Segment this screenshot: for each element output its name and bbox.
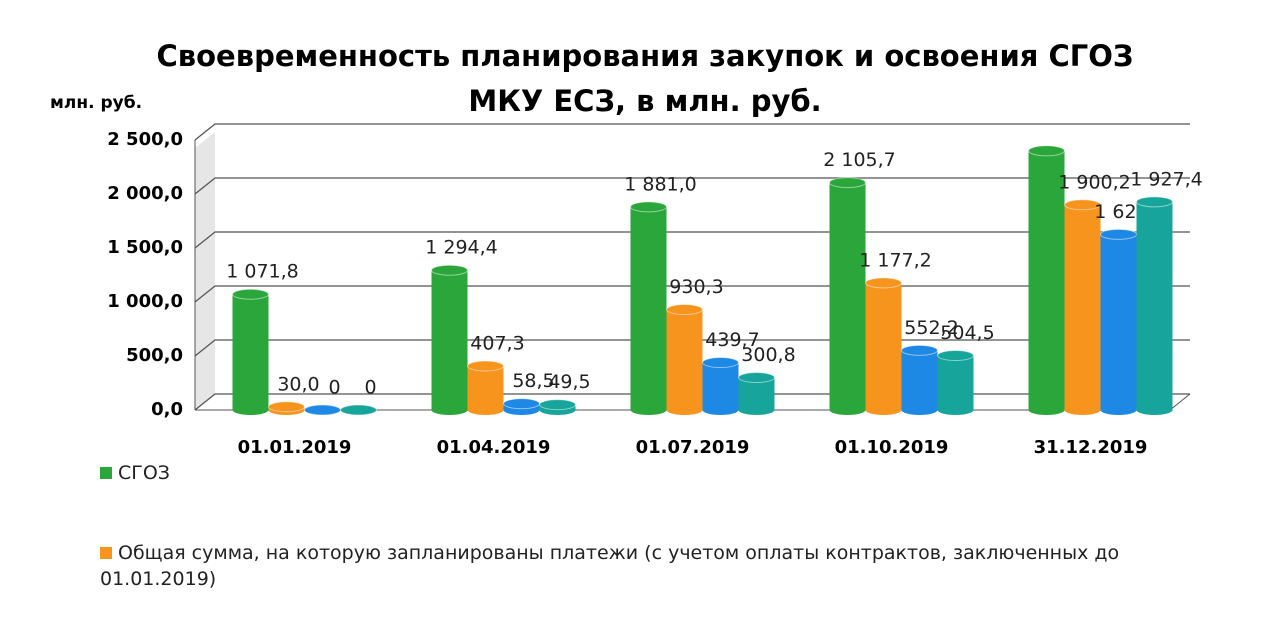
- bar: [1100, 234, 1137, 410]
- y-tick-label: 1 500,0: [107, 237, 183, 258]
- bar: [1064, 204, 1101, 410]
- data-label: 1 881,0: [624, 173, 697, 195]
- bar: [865, 282, 902, 410]
- bar-base: [702, 405, 739, 415]
- bar-cap: [503, 398, 540, 410]
- data-label: 0: [364, 377, 376, 399]
- bar-cap: [467, 360, 504, 372]
- bar: [1136, 201, 1173, 410]
- data-label: 504,5: [940, 322, 994, 344]
- bar-base: [431, 405, 468, 415]
- bar-base: [1064, 405, 1101, 415]
- data-label: 407,3: [470, 333, 524, 355]
- bar-base: [829, 405, 866, 415]
- bar-cap: [901, 344, 938, 356]
- data-label: 58,5: [512, 370, 554, 392]
- bar-cap: [829, 177, 866, 189]
- y-axis-label: млн. руб.: [50, 93, 142, 113]
- bar-cap: [702, 357, 739, 369]
- legend-swatch: [100, 547, 112, 559]
- bar-base: [738, 405, 775, 415]
- data-label: 30,0: [277, 373, 319, 395]
- x-tick-label: 01.01.2019: [238, 437, 352, 458]
- bar: [702, 362, 739, 410]
- bar: [901, 350, 938, 410]
- bar-cap: [865, 277, 902, 289]
- data-label: 439,7: [705, 329, 759, 351]
- bar: [666, 309, 703, 410]
- data-label: 552,2: [904, 317, 958, 339]
- bar-cap: [268, 401, 305, 413]
- y-tick-label: 2 500,0: [107, 129, 183, 150]
- bar: [431, 270, 468, 410]
- bar: [630, 206, 667, 410]
- bar: [937, 355, 974, 410]
- legend-label: Общая сумма, на которую запланированы пл…: [100, 542, 1120, 590]
- bar-cap: [1100, 228, 1137, 240]
- bar-cap: [738, 372, 775, 384]
- data-label: 49,5: [548, 371, 590, 393]
- back-wall: [195, 132, 215, 410]
- data-label: 1 071,8: [226, 261, 299, 283]
- bar-cap: [937, 350, 974, 362]
- bar: [829, 182, 866, 410]
- bar: [232, 294, 269, 410]
- legend-entry: Общая сумма, на которую запланированы пл…: [100, 540, 1230, 592]
- bar-cap: [1136, 196, 1173, 208]
- chart-title: МКУ ЕСЗ, в млн. руб.: [468, 84, 821, 118]
- bar-cap: [666, 304, 703, 316]
- y-tick-label: 500,0: [126, 345, 183, 366]
- bar-base: [901, 405, 938, 415]
- x-tick-label: 01.04.2019: [437, 437, 551, 458]
- bar-base: [865, 405, 902, 415]
- y-tick-label: 0,0: [151, 399, 183, 420]
- bar-cap: [232, 288, 269, 300]
- bar-base: [666, 405, 703, 415]
- bar-cap: [1064, 199, 1101, 211]
- data-label: 0: [328, 377, 340, 399]
- data-label: 2 105,7: [823, 149, 896, 171]
- data-label: 1 900,2: [1058, 171, 1131, 193]
- bar-cap: [539, 399, 576, 411]
- bar-base: [467, 405, 504, 415]
- data-label: 1 927,4: [1130, 168, 1203, 190]
- bar-cap: [630, 201, 667, 213]
- grid-line: [194, 177, 1190, 195]
- bar: [467, 366, 504, 410]
- chart-title: Своевременность планирования закупок и о…: [157, 39, 1134, 73]
- bar-base: [1136, 405, 1173, 415]
- bar-base: [630, 405, 667, 415]
- bar-base: [1028, 405, 1065, 415]
- bar-cap: [340, 404, 377, 416]
- grid-line: [194, 123, 1190, 141]
- data-label: 1 177,2: [859, 249, 932, 271]
- legend-swatch: [100, 467, 112, 479]
- legend-label: СГОЗ: [118, 462, 170, 484]
- bar-cap: [304, 404, 341, 416]
- bar-cap: [1028, 145, 1065, 157]
- bar-base: [232, 405, 269, 415]
- data-label: 930,3: [669, 276, 723, 298]
- y-tick-label: 1 000,0: [107, 291, 183, 312]
- x-tick-label: 31.12.2019: [1034, 437, 1148, 458]
- bar-base: [937, 405, 974, 415]
- x-tick-label: 01.10.2019: [835, 437, 949, 458]
- data-label: 300,8: [741, 344, 795, 366]
- bar: [1028, 150, 1065, 411]
- data-label: 1 294,4: [425, 237, 498, 259]
- legend-entry: СГОЗ: [100, 460, 1230, 486]
- x-tick-label: 01.07.2019: [636, 437, 750, 458]
- bar-cap: [431, 264, 468, 276]
- bar-base: [1100, 405, 1137, 415]
- y-tick-label: 2 000,0: [107, 183, 183, 204]
